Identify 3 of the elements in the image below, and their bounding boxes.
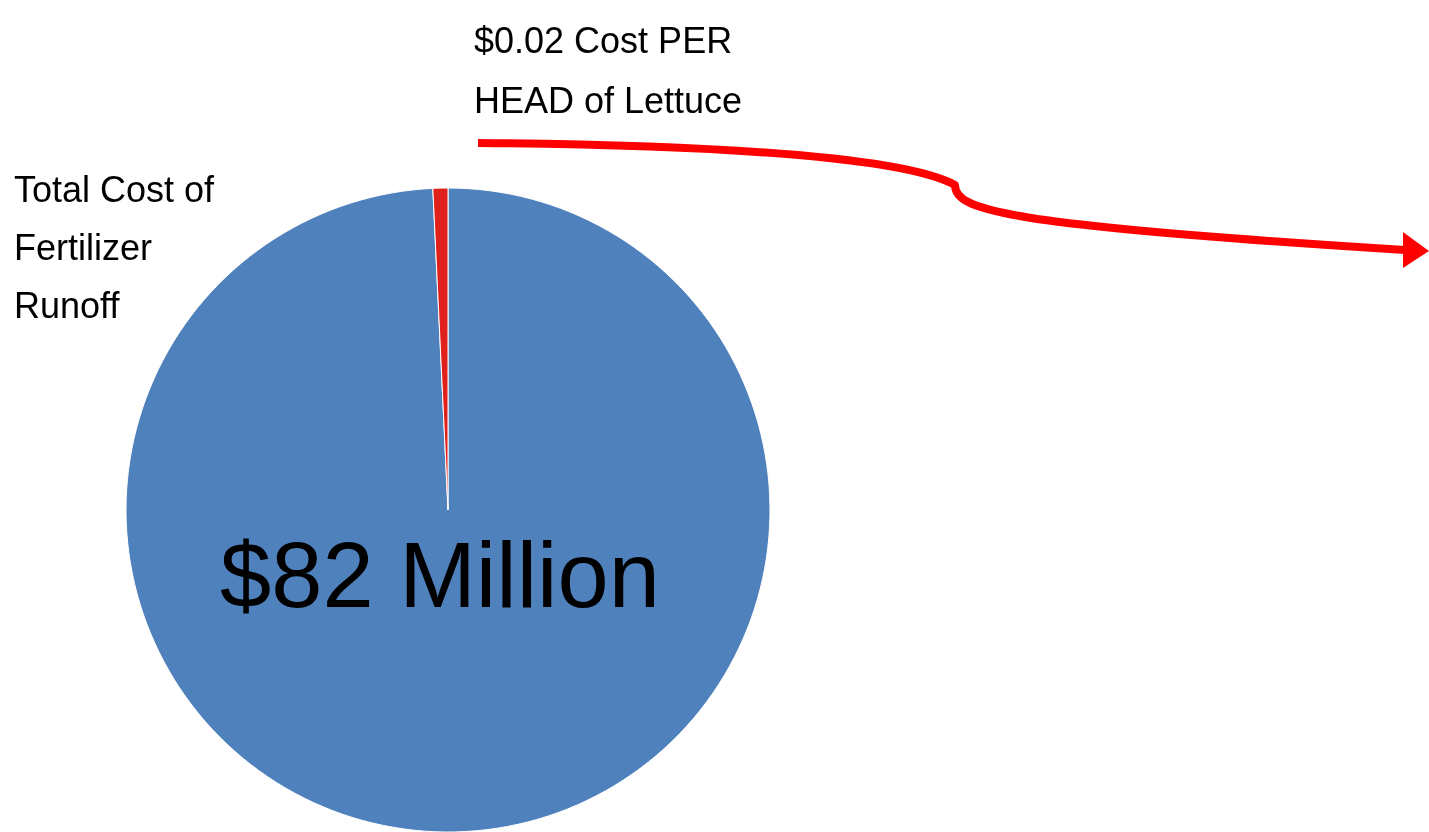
text: $82 Million	[220, 524, 660, 626]
slice-label: $0.02 Cost PER HEAD of Lettuce	[474, 19, 743, 121]
slice-label: Total Cost of Fertilizer Runoff	[14, 168, 225, 326]
